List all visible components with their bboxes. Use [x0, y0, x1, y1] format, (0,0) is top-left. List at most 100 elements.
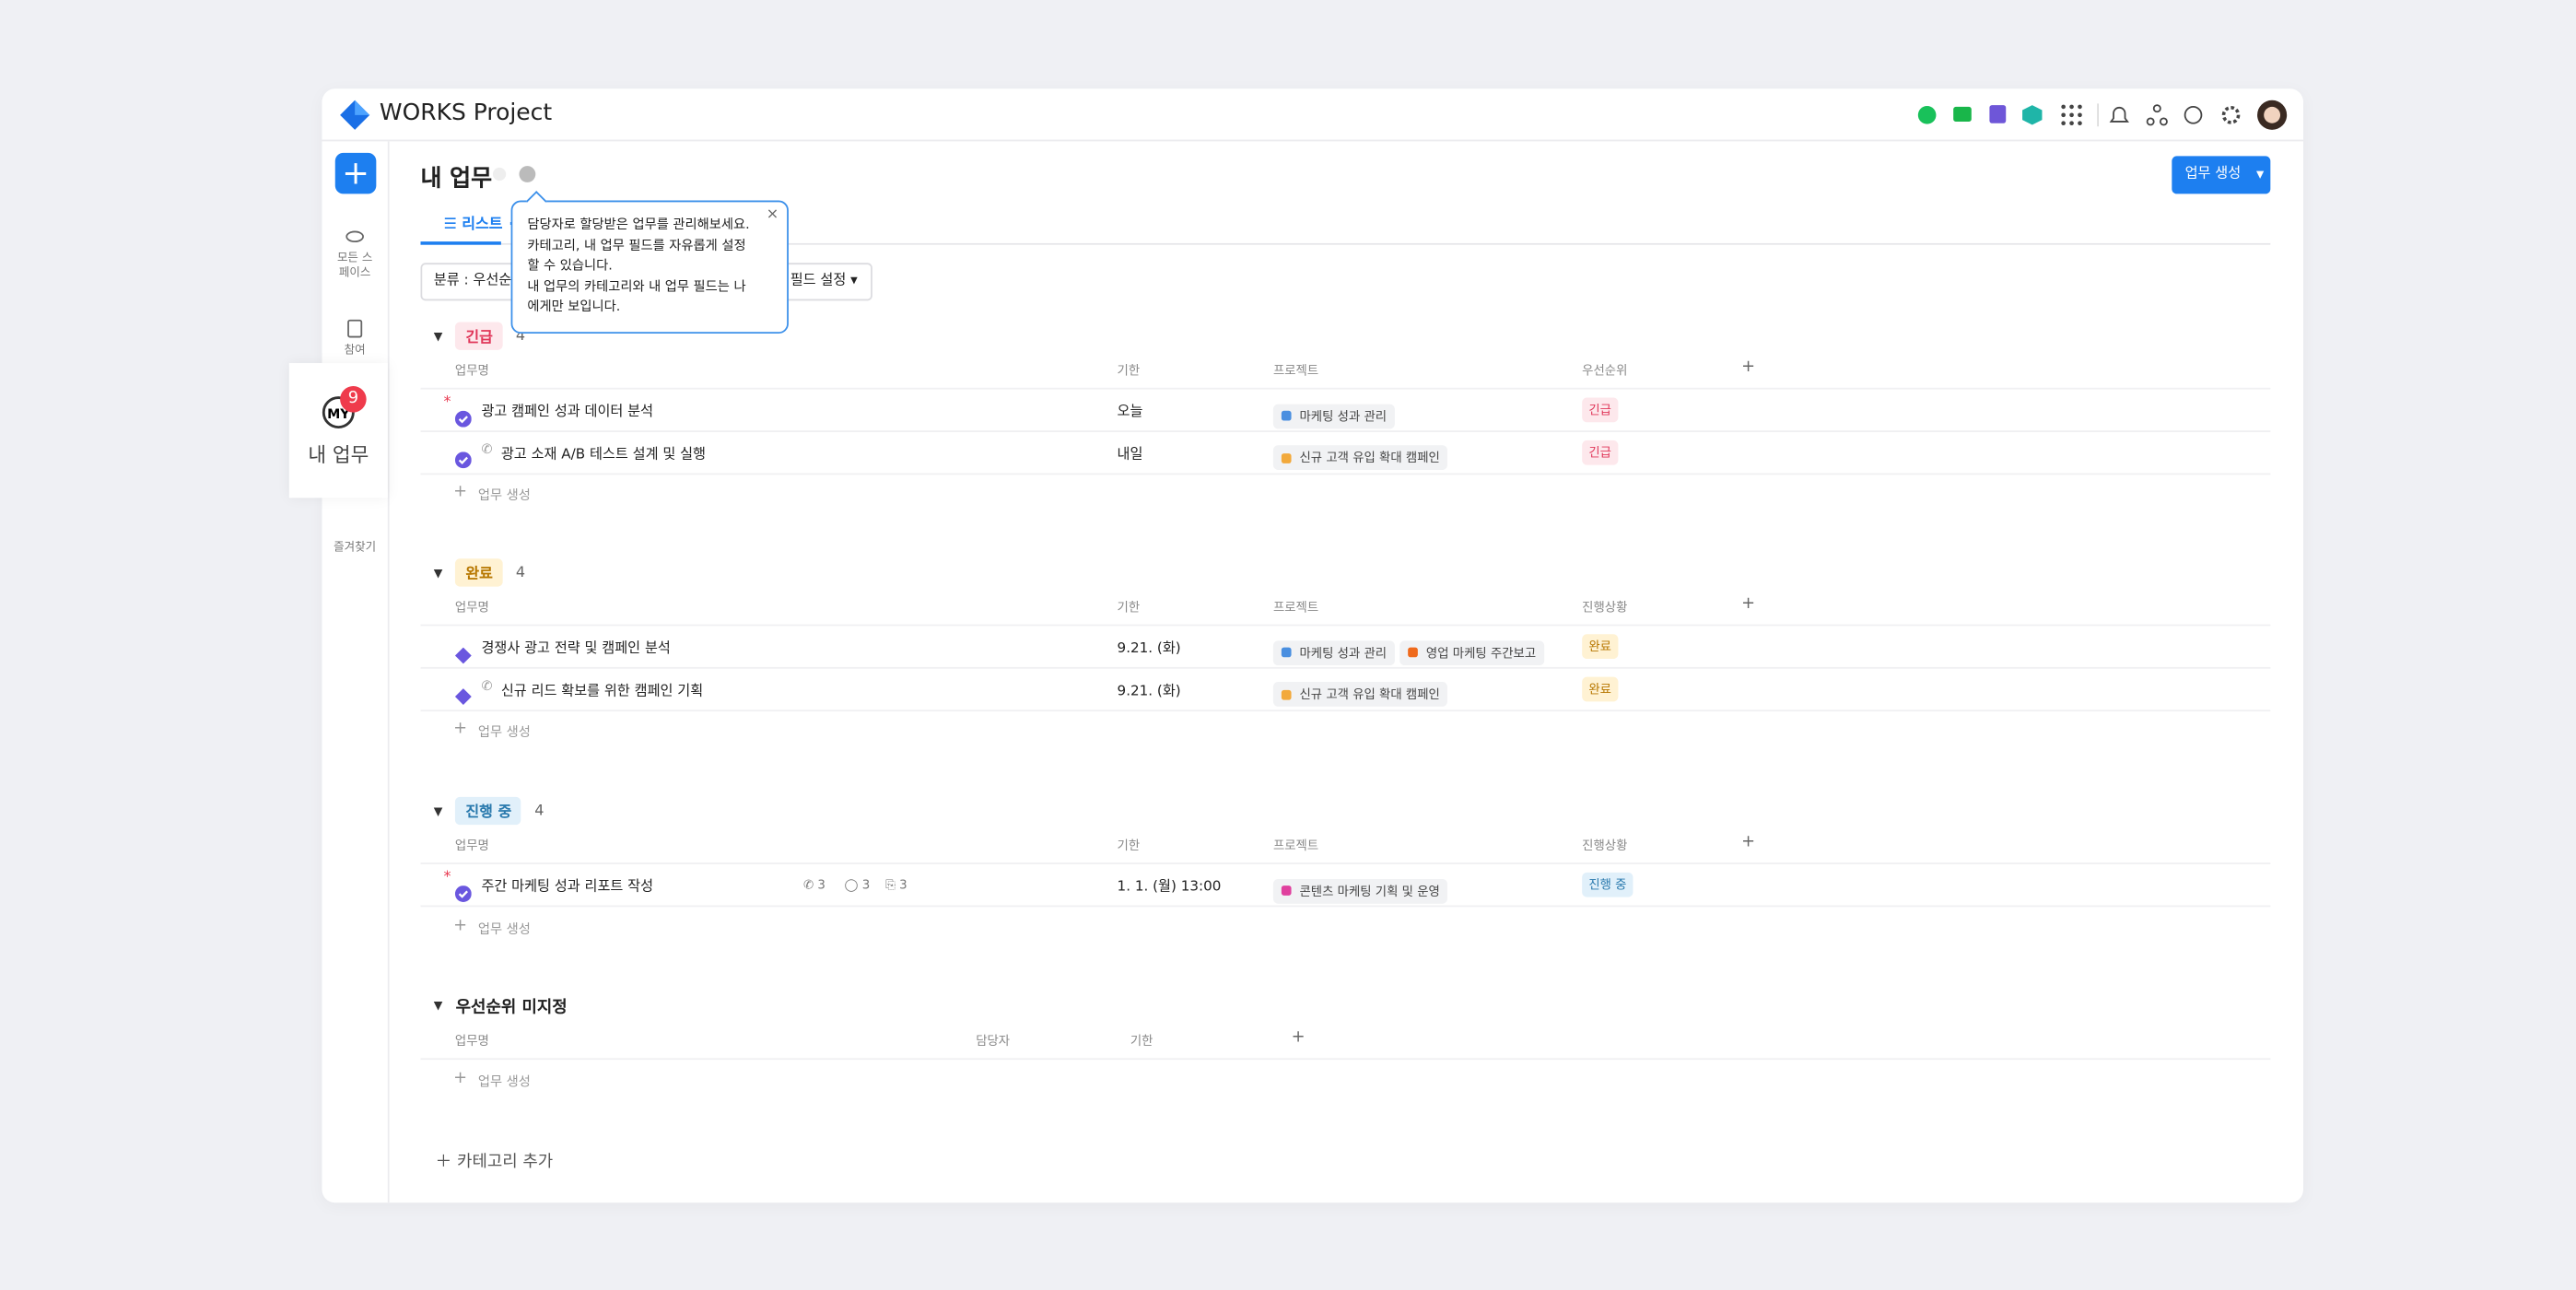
- nav-all-spaces[interactable]: 모든 스페이스: [322, 227, 387, 281]
- column-label: 기한: [1117, 838, 1141, 853]
- project-chip[interactable]: 영업 마케팅 주간보고: [1399, 639, 1545, 665]
- group-header[interactable]: ▼ 진행 중 4: [434, 796, 544, 826]
- column-label: 업무명: [454, 838, 489, 853]
- project-color: [1281, 689, 1292, 699]
- column-header: 업무명 기한 프로젝트 진행상황 +: [420, 833, 2271, 864]
- add-column[interactable]: +: [1741, 833, 1756, 851]
- add-column[interactable]: +: [1291, 1028, 1306, 1047]
- task-row[interactable]: ✆ 신규 리드 확보를 위한 캠페인 기획 9.21. (화) 신규 고객 유입 확대…: [420, 668, 2271, 711]
- add-task[interactable]: + 업무 생성: [420, 710, 2270, 751]
- my-icon-text: MY: [327, 407, 350, 422]
- column-label: 기한: [1117, 363, 1141, 379]
- task-due: 9.21. (화): [1117, 682, 1181, 699]
- task-meta: ◯ 3: [845, 876, 871, 891]
- nav-label: 모든 스페이스: [336, 251, 373, 280]
- project-chip[interactable]: 마케팅 성과 관리: [1272, 639, 1396, 665]
- new-button[interactable]: +: [334, 152, 377, 194]
- add-label: 업무 생성: [477, 1074, 531, 1090]
- project-name: 영업 마케팅 주간보고: [1425, 644, 1537, 660]
- add-plus: +: [453, 483, 468, 501]
- group-header[interactable]: ▼ 긴급 4: [434, 322, 526, 350]
- add-category[interactable]: ＋ 카테고리 추가: [435, 1153, 554, 1172]
- group-header[interactable]: ▼ 완료 4: [433, 558, 525, 587]
- task-due: 9.21. (화): [1117, 640, 1181, 658]
- task-row[interactable]: ✆ 광고 소재 A/B 테스트 설계 및 실행 내일 신규 고객 유입 확대 캠페인 긴…: [420, 431, 2271, 475]
- task-name: 경쟁사 광고 전략 및 캠페인 분석: [481, 640, 671, 658]
- bell-icon[interactable]: [2109, 106, 2129, 123]
- column-header: 업무명 기한 프로젝트 우선순위 +: [420, 358, 2271, 390]
- badge: 9: [340, 386, 367, 413]
- task-row[interactable]: * 광고 캠페인 성과 데이터 분석 오늘 마케팅 성과 관리 긴급: [420, 390, 2271, 432]
- org-icon[interactable]: [2146, 104, 2168, 126]
- apps-icon[interactable]: [2061, 104, 2082, 126]
- add-label: 업무 생성: [477, 487, 531, 503]
- button-label: 업무 생성: [2184, 166, 2242, 182]
- tab-divider: [420, 242, 2271, 245]
- settings-icon[interactable]: [2221, 106, 2241, 124]
- nav-projects[interactable]: 참여: [322, 319, 387, 358]
- projects: 콘텐츠 마케팅 기획 및 운영: [1272, 871, 1453, 903]
- button-label: 필드 설정: [790, 273, 847, 289]
- task-due: 1. 1. (월) 13:00: [1117, 878, 1222, 896]
- mail-icon[interactable]: [1953, 106, 1972, 122]
- add-column[interactable]: +: [1741, 358, 1756, 377]
- talk-icon[interactable]: [1917, 106, 1937, 124]
- status-tag: 진행 중: [1582, 872, 1633, 897]
- column-label: 프로젝트: [1272, 838, 1319, 853]
- more-icon[interactable]: [519, 166, 536, 182]
- column-label: 프로젝트: [1272, 363, 1319, 379]
- group-count: 4: [534, 803, 544, 819]
- add-column[interactable]: +: [1741, 594, 1756, 614]
- caret: ▼: [433, 566, 443, 580]
- tooltip-line: 할 수 있습니다.: [527, 258, 613, 274]
- task-meta: ✆ 3: [803, 876, 825, 891]
- create-task-button[interactable]: 업무 생성 ▼: [2172, 156, 2271, 194]
- group-count: 4: [515, 327, 526, 345]
- project-name: 신규 고객 유입 확대 캠페인: [1299, 450, 1440, 465]
- column-label: 업무명: [454, 1033, 489, 1049]
- nav-favorites[interactable]: 즐겨찾기: [322, 541, 387, 556]
- nav-icon: [347, 319, 363, 338]
- add-plus: +: [453, 916, 468, 934]
- field-setting-button[interactable]: 필드 설정 ▾: [779, 263, 872, 301]
- group-label: 완료: [455, 558, 503, 587]
- my-tasks-popup[interactable]: MY 9 내 업무: [288, 363, 388, 498]
- add-task[interactable]: + 업무 생성: [420, 1060, 2270, 1101]
- meta-icon: ✆: [802, 876, 818, 892]
- tooltip-close[interactable]: ×: [766, 206, 779, 224]
- required-mark: *: [443, 393, 451, 411]
- project-chip[interactable]: 콘텐츠 마케팅 기획 및 운영: [1272, 878, 1448, 903]
- sidebar: + 모든 스페이스 참여 즐겨찾기: [322, 141, 390, 1203]
- project-color: [1281, 410, 1292, 421]
- column-label: 우선순위: [1582, 363, 1628, 379]
- task-row[interactable]: * 주간 마케팅 성과 리포트 작성 ✆ 3 ◯ 3 ⎘ 3 1. 1. (월) 13:0…: [420, 864, 2271, 908]
- task-meta: ⎘ 3: [885, 876, 907, 893]
- group-label: 우선순위 미지정: [455, 999, 568, 1017]
- column-label: 기한: [1130, 1033, 1153, 1049]
- projects: 신규 고객 유입 확대 캠페인: [1272, 438, 1453, 470]
- add-label: 업무 생성: [477, 921, 531, 936]
- column-label: 기한: [1117, 599, 1141, 615]
- group-header[interactable]: ▼ 우선순위 미지정: [434, 992, 568, 1017]
- project-chip[interactable]: 신규 고객 유입 확대 캠페인: [1272, 445, 1448, 470]
- task-row[interactable]: 경쟁사 광고 전략 및 캠페인 분석 9.21. (화) 마케팅 성과 관리 영업 마…: [420, 626, 2271, 669]
- help-icon[interactable]: [2184, 106, 2203, 124]
- add-task[interactable]: + 업무 생성: [420, 906, 2270, 947]
- drive-icon[interactable]: [2022, 105, 2043, 125]
- nav-icon: [345, 230, 364, 243]
- project-chip[interactable]: 마케팅 성과 관리: [1272, 403, 1396, 428]
- calendar-icon[interactable]: [1989, 105, 2007, 123]
- meta-count: 3: [817, 876, 825, 892]
- meta-count: 3: [861, 876, 871, 892]
- project-color: [1281, 647, 1292, 658]
- tooltip-line: 에게만 보입니다.: [527, 299, 621, 315]
- project-name: 마케팅 성과 관리: [1299, 644, 1388, 660]
- task-icon: [454, 876, 472, 908]
- add-task[interactable]: + 업무 생성: [420, 474, 2270, 515]
- project-chip[interactable]: 신규 고객 유입 확대 캠페인: [1272, 682, 1448, 707]
- task-due: 내일: [1117, 446, 1143, 463]
- project-color: [1281, 885, 1292, 896]
- tab-underline: [420, 241, 501, 245]
